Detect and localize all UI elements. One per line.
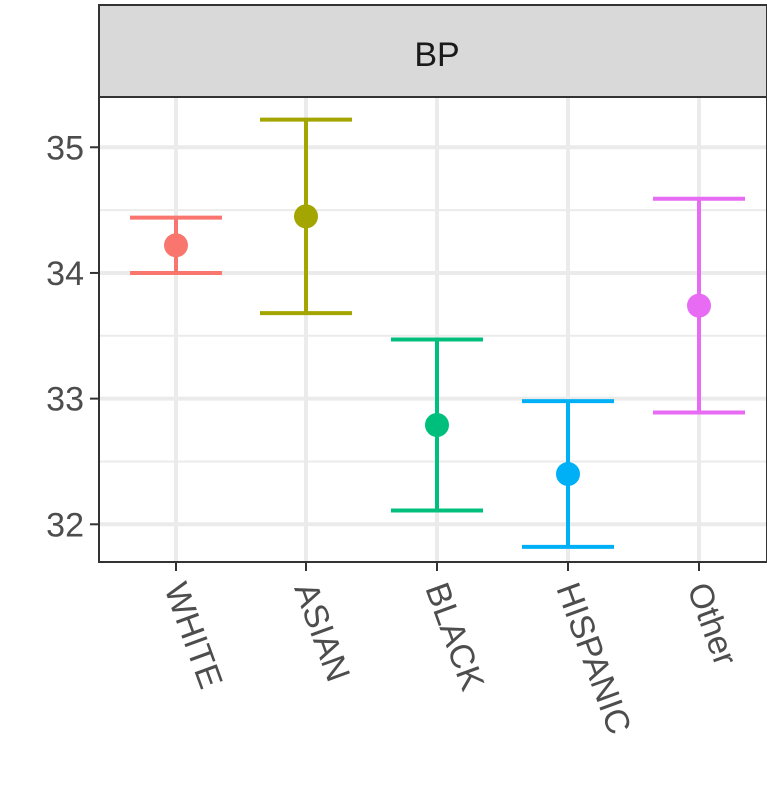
y-tick-label: 32 <box>46 506 84 544</box>
errorbar-other <box>653 196 745 415</box>
point-estimate <box>294 204 318 229</box>
y-tick-label: 35 <box>46 129 84 167</box>
panel-border <box>98 96 767 563</box>
errorbar-hispanic <box>522 399 614 549</box>
x-tick-label: Other <box>679 578 744 671</box>
point-estimate <box>164 233 188 258</box>
errorbar-asian <box>260 117 352 316</box>
y-tick-label: 33 <box>46 381 84 419</box>
x-tick-label: WHITE <box>156 578 229 694</box>
facet-label: BP <box>414 36 459 74</box>
x-tick-label: HISPANIC <box>548 578 638 740</box>
x-tick-label: ASIAN <box>286 578 357 687</box>
facet-strip <box>98 4 767 98</box>
x-tick-label: BLACK <box>417 578 491 696</box>
errorbar-white <box>130 215 222 275</box>
data-layer <box>130 117 745 549</box>
point-estimate <box>687 293 711 318</box>
point-estimate <box>425 413 449 438</box>
y-tick-label: 34 <box>46 255 84 293</box>
plot-panel <box>99 97 767 562</box>
errorbar-black <box>391 337 483 513</box>
point-estimate <box>556 462 580 487</box>
